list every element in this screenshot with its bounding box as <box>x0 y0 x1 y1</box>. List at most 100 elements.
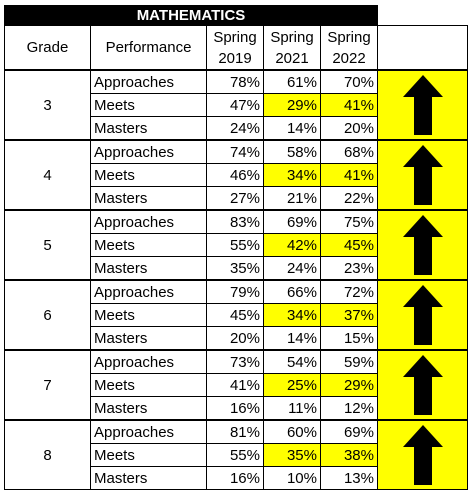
value-2022: 37% <box>320 303 378 327</box>
table-row: Masters 35% 24% 23% <box>5 256 468 281</box>
value-2021: 34% <box>263 163 321 187</box>
header-spring-2022-line2: 2022 <box>332 49 366 67</box>
performance-label: Meets <box>90 303 207 327</box>
grade-cell: 4 <box>4 139 91 211</box>
trend-cell <box>377 279 468 351</box>
value-2021: 25% <box>263 373 321 397</box>
value-2021: 10% <box>263 466 321 490</box>
value-2021: 35% <box>263 443 321 467</box>
value-2019: 20% <box>206 326 264 351</box>
value-2019: 47% <box>206 93 264 117</box>
table-row: Meets 46% 34% 41% <box>5 163 468 187</box>
mathematics-table: MATHEMATICS Grade Performance Spring 2019… <box>4 5 468 490</box>
grade-cell: 8 <box>4 419 91 490</box>
value-2022: 41% <box>320 93 378 117</box>
value-2021: 14% <box>263 116 321 141</box>
header-spring-2019: Spring 2019 <box>206 25 264 71</box>
value-2021: 14% <box>263 326 321 351</box>
value-2019: 55% <box>206 233 264 257</box>
header-spring-2022-line1: Spring <box>327 28 371 46</box>
value-2022: 70% <box>320 69 378 94</box>
performance-label: Masters <box>90 186 207 211</box>
header-performance: Performance <box>90 25 207 71</box>
table-row: Meets 45% 34% 37% <box>5 303 468 327</box>
value-2019: 35% <box>206 256 264 281</box>
up-arrow-icon <box>402 355 443 415</box>
value-2021: 69% <box>263 209 321 234</box>
value-2022: 15% <box>320 326 378 351</box>
value-2021: 42% <box>263 233 321 257</box>
mathematics-table-wrapper: MATHEMATICS Grade Performance Spring 2019… <box>4 5 468 490</box>
value-2022: 22% <box>320 186 378 211</box>
header-trend <box>377 25 468 71</box>
performance-label: Masters <box>90 256 207 281</box>
up-arrow-icon <box>402 145 443 205</box>
performance-label: Meets <box>90 163 207 187</box>
trend-cell <box>377 419 468 490</box>
table-row: Masters 27% 21% 22% <box>5 186 468 211</box>
header-spring-2019-line2: 2019 <box>218 49 252 67</box>
trend-cell <box>377 139 468 211</box>
value-2019: 16% <box>206 466 264 490</box>
performance-label: Approaches <box>90 209 207 234</box>
value-2019: 24% <box>206 116 264 141</box>
title-filler <box>377 5 468 26</box>
performance-label: Masters <box>90 326 207 351</box>
table-row: 8 Approaches 81% 60% 69% <box>4 419 468 490</box>
up-arrow-icon <box>402 285 443 345</box>
value-2019: 73% <box>206 349 264 374</box>
value-2019: 55% <box>206 443 264 467</box>
value-2021: 21% <box>263 186 321 211</box>
value-2022: 20% <box>320 116 378 141</box>
value-2021: 66% <box>263 279 321 304</box>
value-2022: 41% <box>320 163 378 187</box>
table-row: Meets 41% 25% 29% <box>5 373 468 397</box>
table-row: 5 Approaches 83% 69% 75% <box>4 209 468 281</box>
table-row: 3 Approaches 78% 61% 70% <box>4 69 468 141</box>
performance-label: Approaches <box>90 69 207 94</box>
value-2019: 81% <box>206 419 264 444</box>
value-2019: 27% <box>206 186 264 211</box>
value-2021: 29% <box>263 93 321 117</box>
header-spring-2022: Spring 2022 <box>320 25 378 71</box>
value-2021: 34% <box>263 303 321 327</box>
up-arrow-icon <box>402 215 443 275</box>
performance-label: Approaches <box>90 139 207 164</box>
value-2022: 13% <box>320 466 378 490</box>
table-row: Meets 55% 35% 38% <box>5 443 468 467</box>
header-spring-2021-line2: 2021 <box>275 49 309 67</box>
value-2019: 41% <box>206 373 264 397</box>
value-2019: 16% <box>206 396 264 421</box>
value-2019: 74% <box>206 139 264 164</box>
table-row: 6 Approaches 79% 66% 72% <box>4 279 468 351</box>
grade-cell: 6 <box>4 279 91 351</box>
performance-label: Masters <box>90 116 207 141</box>
value-2019: 83% <box>206 209 264 234</box>
value-2022: 68% <box>320 139 378 164</box>
value-2021: 61% <box>263 69 321 94</box>
performance-label: Meets <box>90 93 207 117</box>
value-2019: 79% <box>206 279 264 304</box>
up-arrow-icon <box>402 75 443 135</box>
table-row: Meets 55% 42% 45% <box>5 233 468 257</box>
value-2022: 69% <box>320 419 378 444</box>
value-2022: 75% <box>320 209 378 234</box>
performance-label: Masters <box>90 396 207 421</box>
header-grade: Grade <box>4 25 91 71</box>
value-2019: 45% <box>206 303 264 327</box>
value-2022: 23% <box>320 256 378 281</box>
header-row: Grade Performance Spring 2019 Spring 2021 … <box>4 25 468 71</box>
header-spring-2019-line1: Spring <box>213 28 257 46</box>
value-2019: 78% <box>206 69 264 94</box>
value-2022: 72% <box>320 279 378 304</box>
performance-label: Approaches <box>90 349 207 374</box>
table-row: 4 Approaches 74% 58% 68% <box>4 139 468 211</box>
trend-cell <box>377 69 468 141</box>
performance-label: Meets <box>90 233 207 257</box>
grade-cell: 7 <box>4 349 91 421</box>
table-row: 7 Approaches 73% 54% 59% <box>4 349 468 421</box>
table-row: Meets 47% 29% 41% <box>5 93 468 117</box>
value-2022: 29% <box>320 373 378 397</box>
grade-cell: 3 <box>4 69 91 141</box>
header-spring-2021: Spring 2021 <box>263 25 321 71</box>
